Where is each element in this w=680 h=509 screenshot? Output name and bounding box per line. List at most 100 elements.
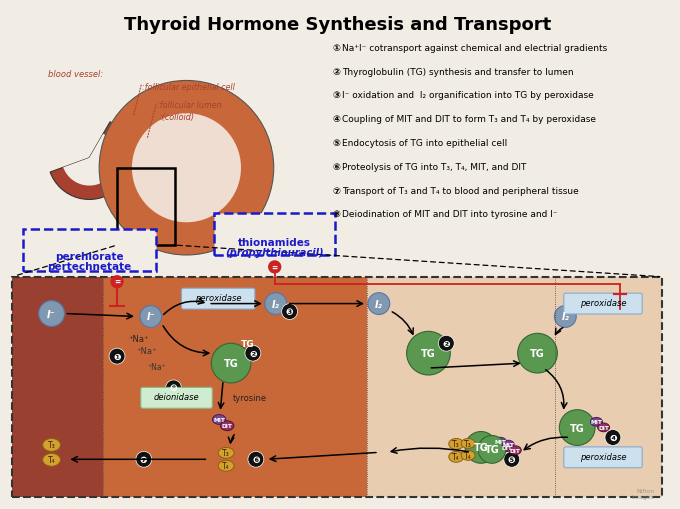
Text: T₃: T₃ xyxy=(222,448,230,458)
Circle shape xyxy=(439,335,454,352)
Bar xyxy=(367,277,556,497)
Text: ❹: ❹ xyxy=(609,433,617,442)
Text: ❶: ❶ xyxy=(113,352,121,361)
Ellipse shape xyxy=(218,460,234,471)
Ellipse shape xyxy=(212,415,226,425)
Text: I₂: I₂ xyxy=(562,312,569,322)
Circle shape xyxy=(211,344,251,383)
FancyBboxPatch shape xyxy=(214,214,335,256)
Circle shape xyxy=(140,306,162,328)
Ellipse shape xyxy=(43,454,61,466)
Ellipse shape xyxy=(449,451,464,462)
Text: TG: TG xyxy=(485,444,499,455)
Circle shape xyxy=(111,276,123,288)
Circle shape xyxy=(368,293,390,315)
Ellipse shape xyxy=(43,439,61,451)
Circle shape xyxy=(248,451,264,467)
Text: Coupling of MIT and DIT to form T₃ and T₄ by peroxidase: Coupling of MIT and DIT to form T₃ and T… xyxy=(342,115,596,124)
Text: DIT: DIT xyxy=(510,448,521,453)
Text: T₃: T₃ xyxy=(464,439,472,448)
Text: TG: TG xyxy=(241,339,255,348)
Text: =: = xyxy=(114,278,120,287)
Circle shape xyxy=(39,301,65,327)
Text: thionamides: thionamides xyxy=(238,238,311,248)
Ellipse shape xyxy=(503,440,514,449)
Bar xyxy=(12,277,662,497)
Text: T₄: T₄ xyxy=(222,461,230,470)
Wedge shape xyxy=(50,123,131,200)
Text: ❺: ❺ xyxy=(508,455,515,464)
Circle shape xyxy=(478,436,506,463)
FancyBboxPatch shape xyxy=(564,294,642,315)
Text: ⁺Na⁺: ⁺Na⁺ xyxy=(137,346,157,355)
Text: I⁻ oxidation and  I₂ organification into TG by peroxidase: I⁻ oxidation and I₂ organification into … xyxy=(342,91,594,100)
Text: ④: ④ xyxy=(333,115,340,124)
Text: ②: ② xyxy=(333,67,340,76)
Text: T₄: T₄ xyxy=(48,456,55,464)
FancyBboxPatch shape xyxy=(564,447,642,468)
Text: ❷: ❷ xyxy=(443,339,450,348)
Text: Endocytosis of TG into epithelial cell: Endocytosis of TG into epithelial cell xyxy=(342,138,507,148)
Ellipse shape xyxy=(461,439,475,448)
Text: pertechnetate: pertechnetate xyxy=(47,262,131,271)
Bar xyxy=(556,277,662,497)
Circle shape xyxy=(132,114,241,223)
Circle shape xyxy=(265,293,287,315)
Text: (propylthiouracil): (propylthiouracil) xyxy=(225,247,324,258)
Text: ⑤: ⑤ xyxy=(333,138,340,148)
Text: MIT: MIT xyxy=(214,417,225,422)
Text: DIT: DIT xyxy=(222,423,233,429)
Text: ❼: ❼ xyxy=(140,455,148,464)
Text: TG: TG xyxy=(530,349,545,358)
Text: TG: TG xyxy=(421,349,436,358)
Text: I₂: I₂ xyxy=(272,299,279,309)
FancyBboxPatch shape xyxy=(23,230,156,271)
Ellipse shape xyxy=(218,447,234,459)
Text: ❽: ❽ xyxy=(170,384,177,392)
Text: peroxidase: peroxidase xyxy=(580,452,626,461)
Text: :follicular epithelial cell: :follicular epithelial cell xyxy=(142,83,235,92)
Text: Nifion
Images: Nifion Images xyxy=(632,488,655,499)
Ellipse shape xyxy=(590,417,602,427)
Text: deionidase: deionidase xyxy=(154,392,199,402)
Circle shape xyxy=(99,81,274,256)
Text: DIT: DIT xyxy=(598,425,609,430)
Text: TG: TG xyxy=(474,442,488,453)
Text: Deiodination of MIT and DIT into tyrosine and I⁻: Deiodination of MIT and DIT into tyrosin… xyxy=(342,210,558,219)
Circle shape xyxy=(109,349,125,364)
Text: tyrosine: tyrosine xyxy=(233,393,267,402)
Text: DIT: DIT xyxy=(502,445,513,450)
Circle shape xyxy=(504,451,520,467)
Circle shape xyxy=(465,432,497,463)
Text: Transport of T₃ and T₄ to blood and peripheral tissue: Transport of T₃ and T₄ to blood and peri… xyxy=(342,186,579,195)
Text: ❷: ❷ xyxy=(249,349,257,358)
Text: T₄: T₄ xyxy=(452,453,460,462)
Text: T₄: T₄ xyxy=(464,451,472,460)
Wedge shape xyxy=(63,134,117,186)
Text: MIT: MIT xyxy=(503,442,514,447)
Text: Proteolysis of TG into T₃, T₄, MIT, and DIT: Proteolysis of TG into T₃, T₄, MIT, and … xyxy=(342,162,526,172)
Text: TG: TG xyxy=(224,358,239,369)
Text: peroxidase: peroxidase xyxy=(580,298,626,307)
Circle shape xyxy=(407,332,450,375)
Circle shape xyxy=(166,380,182,396)
Circle shape xyxy=(269,262,281,273)
Circle shape xyxy=(245,346,261,361)
Circle shape xyxy=(605,430,621,445)
Text: I⁻: I⁻ xyxy=(47,309,56,319)
Ellipse shape xyxy=(461,450,475,460)
Text: Thyroglobulin (TG) synthesis and transfer to lumen: Thyroglobulin (TG) synthesis and transfe… xyxy=(342,67,574,76)
Text: I⁻: I⁻ xyxy=(146,312,155,322)
Text: =: = xyxy=(271,263,278,272)
Text: MIT: MIT xyxy=(494,439,506,444)
Text: perchlorate: perchlorate xyxy=(55,251,124,262)
Bar xyxy=(103,277,367,497)
Ellipse shape xyxy=(598,423,609,432)
Text: ③: ③ xyxy=(333,91,340,100)
Bar xyxy=(12,277,103,497)
Text: I₂: I₂ xyxy=(375,299,383,309)
Text: ⑦: ⑦ xyxy=(333,186,340,195)
Text: Thyroid Hormone Synthesis and Transport: Thyroid Hormone Synthesis and Transport xyxy=(124,16,551,34)
Circle shape xyxy=(554,306,576,328)
Text: ⁺Na⁺: ⁺Na⁺ xyxy=(148,362,167,371)
